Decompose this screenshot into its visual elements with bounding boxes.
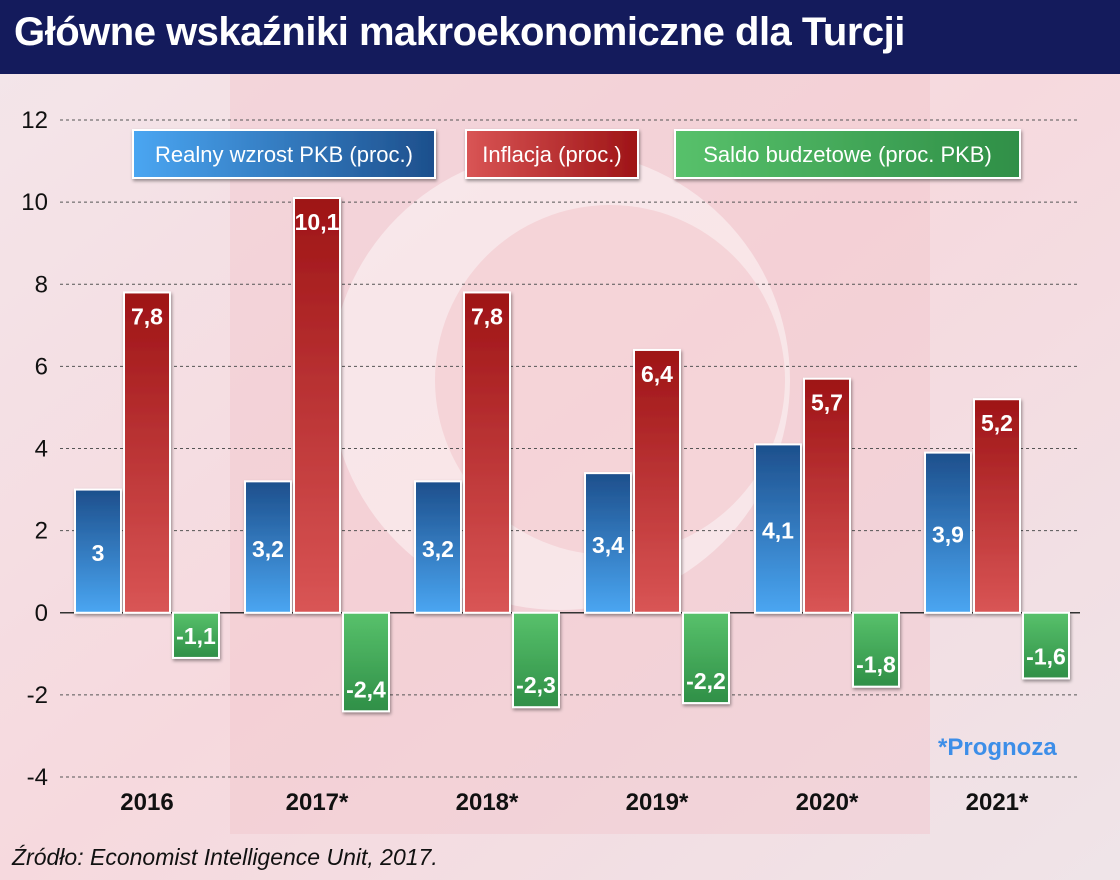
- bars: [74, 197, 1070, 713]
- gdp-bar: [584, 472, 632, 614]
- gridlines: [60, 119, 1080, 778]
- legend-gdp: Realny wzrost PKB (proc.): [132, 129, 436, 179]
- data-label: 3,9: [932, 522, 964, 548]
- budget-bar: [172, 611, 220, 659]
- budget-bar: [852, 611, 900, 688]
- data-label: -2,2: [686, 668, 726, 694]
- data-label: 3,2: [422, 536, 454, 562]
- source-note: Źródło: Economist Intelligence Unit, 201…: [12, 844, 438, 870]
- y-tick-label: 6: [35, 353, 48, 380]
- data-label: 5,7: [811, 390, 843, 416]
- budget-bar: [1022, 611, 1070, 680]
- gdp-bar: [754, 443, 802, 614]
- data-label: 7,8: [471, 303, 503, 329]
- inflation-bar: [633, 348, 681, 614]
- data-label: -2,4: [346, 676, 386, 702]
- inflation-bar: [293, 197, 341, 614]
- inflation-bar: [803, 377, 851, 614]
- y-tick-label: 4: [35, 436, 48, 463]
- legend-swatch: [465, 129, 639, 179]
- legend-label: Inflacja (proc.): [482, 142, 621, 167]
- x-tick-label: 2018*: [456, 789, 519, 816]
- data-label: -1,1: [176, 623, 216, 649]
- y-tick-label: -4: [27, 764, 48, 791]
- header-bar: Główne wskaźniki makroekonomiczne dla Tu…: [0, 0, 1120, 74]
- data-label: 3,4: [592, 532, 624, 558]
- x-tick-label: 2020*: [796, 789, 859, 816]
- x-tick-label: 2021*: [966, 789, 1029, 816]
- data-label: 3,2: [252, 536, 284, 562]
- gdp-bar: [74, 488, 122, 614]
- budget-bar: [682, 611, 730, 705]
- chart-title: Główne wskaźniki makroekonomiczne dla Tu…: [14, 10, 905, 54]
- x-axis-ticks: 2016 2017* 2018* 2019* 2020* 2021*: [120, 789, 1029, 816]
- legend: Realny wzrost PKB (proc.) Inflacja (proc.…: [132, 129, 1021, 179]
- data-label: 10,1: [295, 209, 340, 235]
- legend-swatch: [132, 129, 436, 179]
- data-label: -1,6: [1026, 643, 1066, 669]
- data-label: 6,4: [641, 361, 673, 387]
- data-label: -2,3: [516, 672, 556, 698]
- data-label: 3: [92, 540, 105, 566]
- legend-budget: Saldo budzetowe (proc. PKB): [674, 129, 1021, 179]
- x-tick-label: 2019*: [626, 789, 689, 816]
- y-tick-label: 8: [35, 271, 48, 298]
- data-label: 4,1: [762, 518, 794, 544]
- legend-inflation: Inflacja (proc.): [465, 129, 639, 179]
- forecast-note: *Prognoza: [938, 734, 1057, 761]
- budget-bar: [342, 611, 390, 713]
- x-tick-label: 2016: [120, 789, 173, 816]
- y-tick-label: 10: [21, 189, 48, 216]
- legend-label: Realny wzrost PKB (proc.): [155, 142, 413, 167]
- inflation-bar: [973, 398, 1021, 614]
- inflation-bar: [463, 291, 511, 614]
- gdp-bar: [244, 480, 292, 614]
- y-tick-label: -2: [27, 682, 48, 709]
- gdp-bar: [414, 480, 462, 614]
- bar-chart: -4 -2 0 2 4 6 8 10 12 3 7,8 -1,1 3,2 10,1 -2,4 3,2 7,8 -…: [21, 107, 1080, 816]
- legend-label: Saldo budzetowe (proc. PKB): [703, 142, 992, 167]
- y-tick-label: 2: [35, 518, 48, 545]
- inflation-bar: [123, 291, 171, 614]
- y-tick-label: 0: [35, 600, 48, 627]
- y-axis-ticks: -4 -2 0 2 4 6 8 10 12: [21, 107, 48, 791]
- data-label: 7,8: [131, 303, 163, 329]
- x-tick-label: 2017*: [286, 789, 349, 816]
- legend-swatch: [674, 129, 1021, 179]
- data-label: -1,8: [856, 652, 896, 678]
- budget-bar: [512, 611, 560, 709]
- y-tick-label: 12: [21, 107, 48, 134]
- data-labels: 3 7,8 -1,1 3,2 10,1 -2,4 3,2 7,8 -2,3 3,4 6,4 -2,2 4…: [92, 209, 1066, 702]
- data-label: 5,2: [981, 410, 1013, 436]
- gdp-bar: [924, 451, 972, 614]
